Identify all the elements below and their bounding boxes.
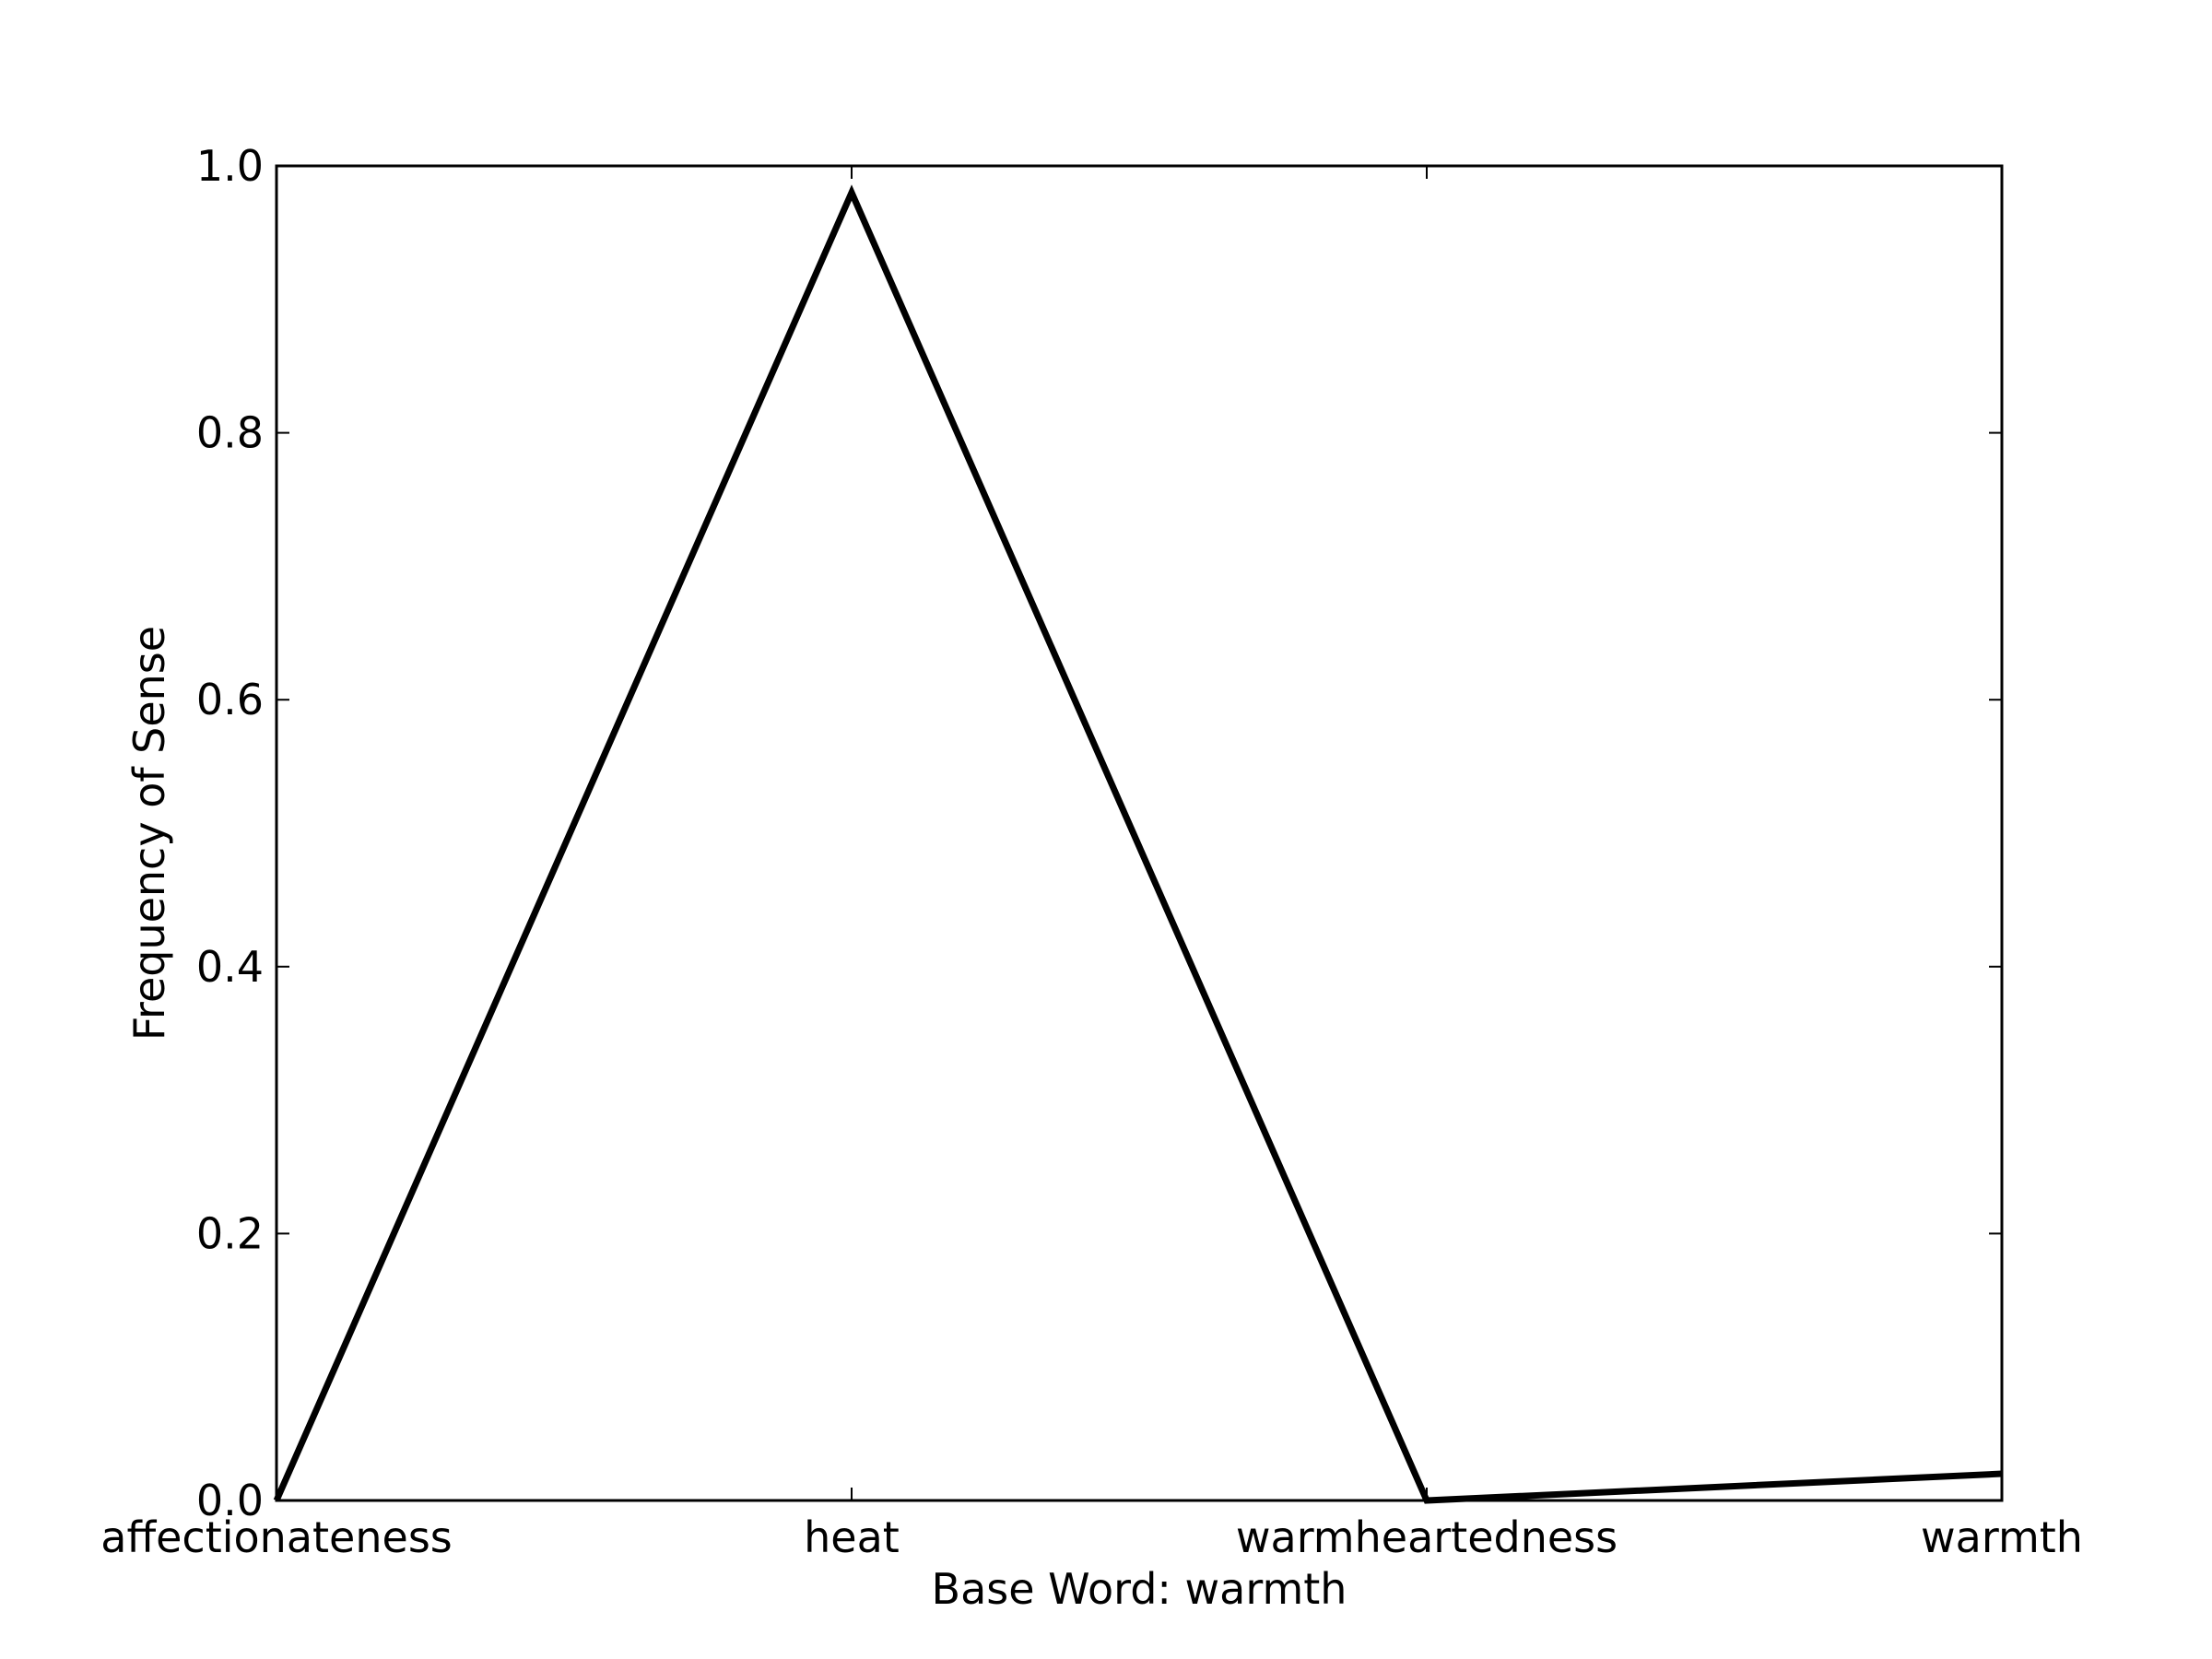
y-axis-label: Frequency of Sense — [124, 626, 174, 1041]
series-line — [273, 184, 2003, 1504]
plot-area-frame — [275, 164, 2004, 1502]
y-tick-label: 1.0 — [196, 141, 264, 191]
data-point — [851, 192, 853, 194]
x-tick-label: affectionateness — [100, 1512, 453, 1562]
y-tick-label: 0.4 — [196, 942, 264, 992]
y-tick-label: 0.0 — [196, 1476, 264, 1525]
x-tick-label: warmth — [1921, 1512, 2083, 1562]
x-tick-label: warmheartedness — [1236, 1512, 1618, 1562]
x-axis-label: Base Word: warmth — [932, 1564, 1347, 1614]
y-tick-label: 0.2 — [196, 1208, 264, 1258]
x-tick-label: heat — [804, 1512, 900, 1562]
y-tick-label: 0.8 — [196, 408, 264, 458]
tick-labels: 0.0 0.2 0.4 0.6 0.8 1.0 affectionateness heat wa… — [100, 141, 2083, 1562]
y-tick-label: 0.6 — [196, 675, 264, 724]
